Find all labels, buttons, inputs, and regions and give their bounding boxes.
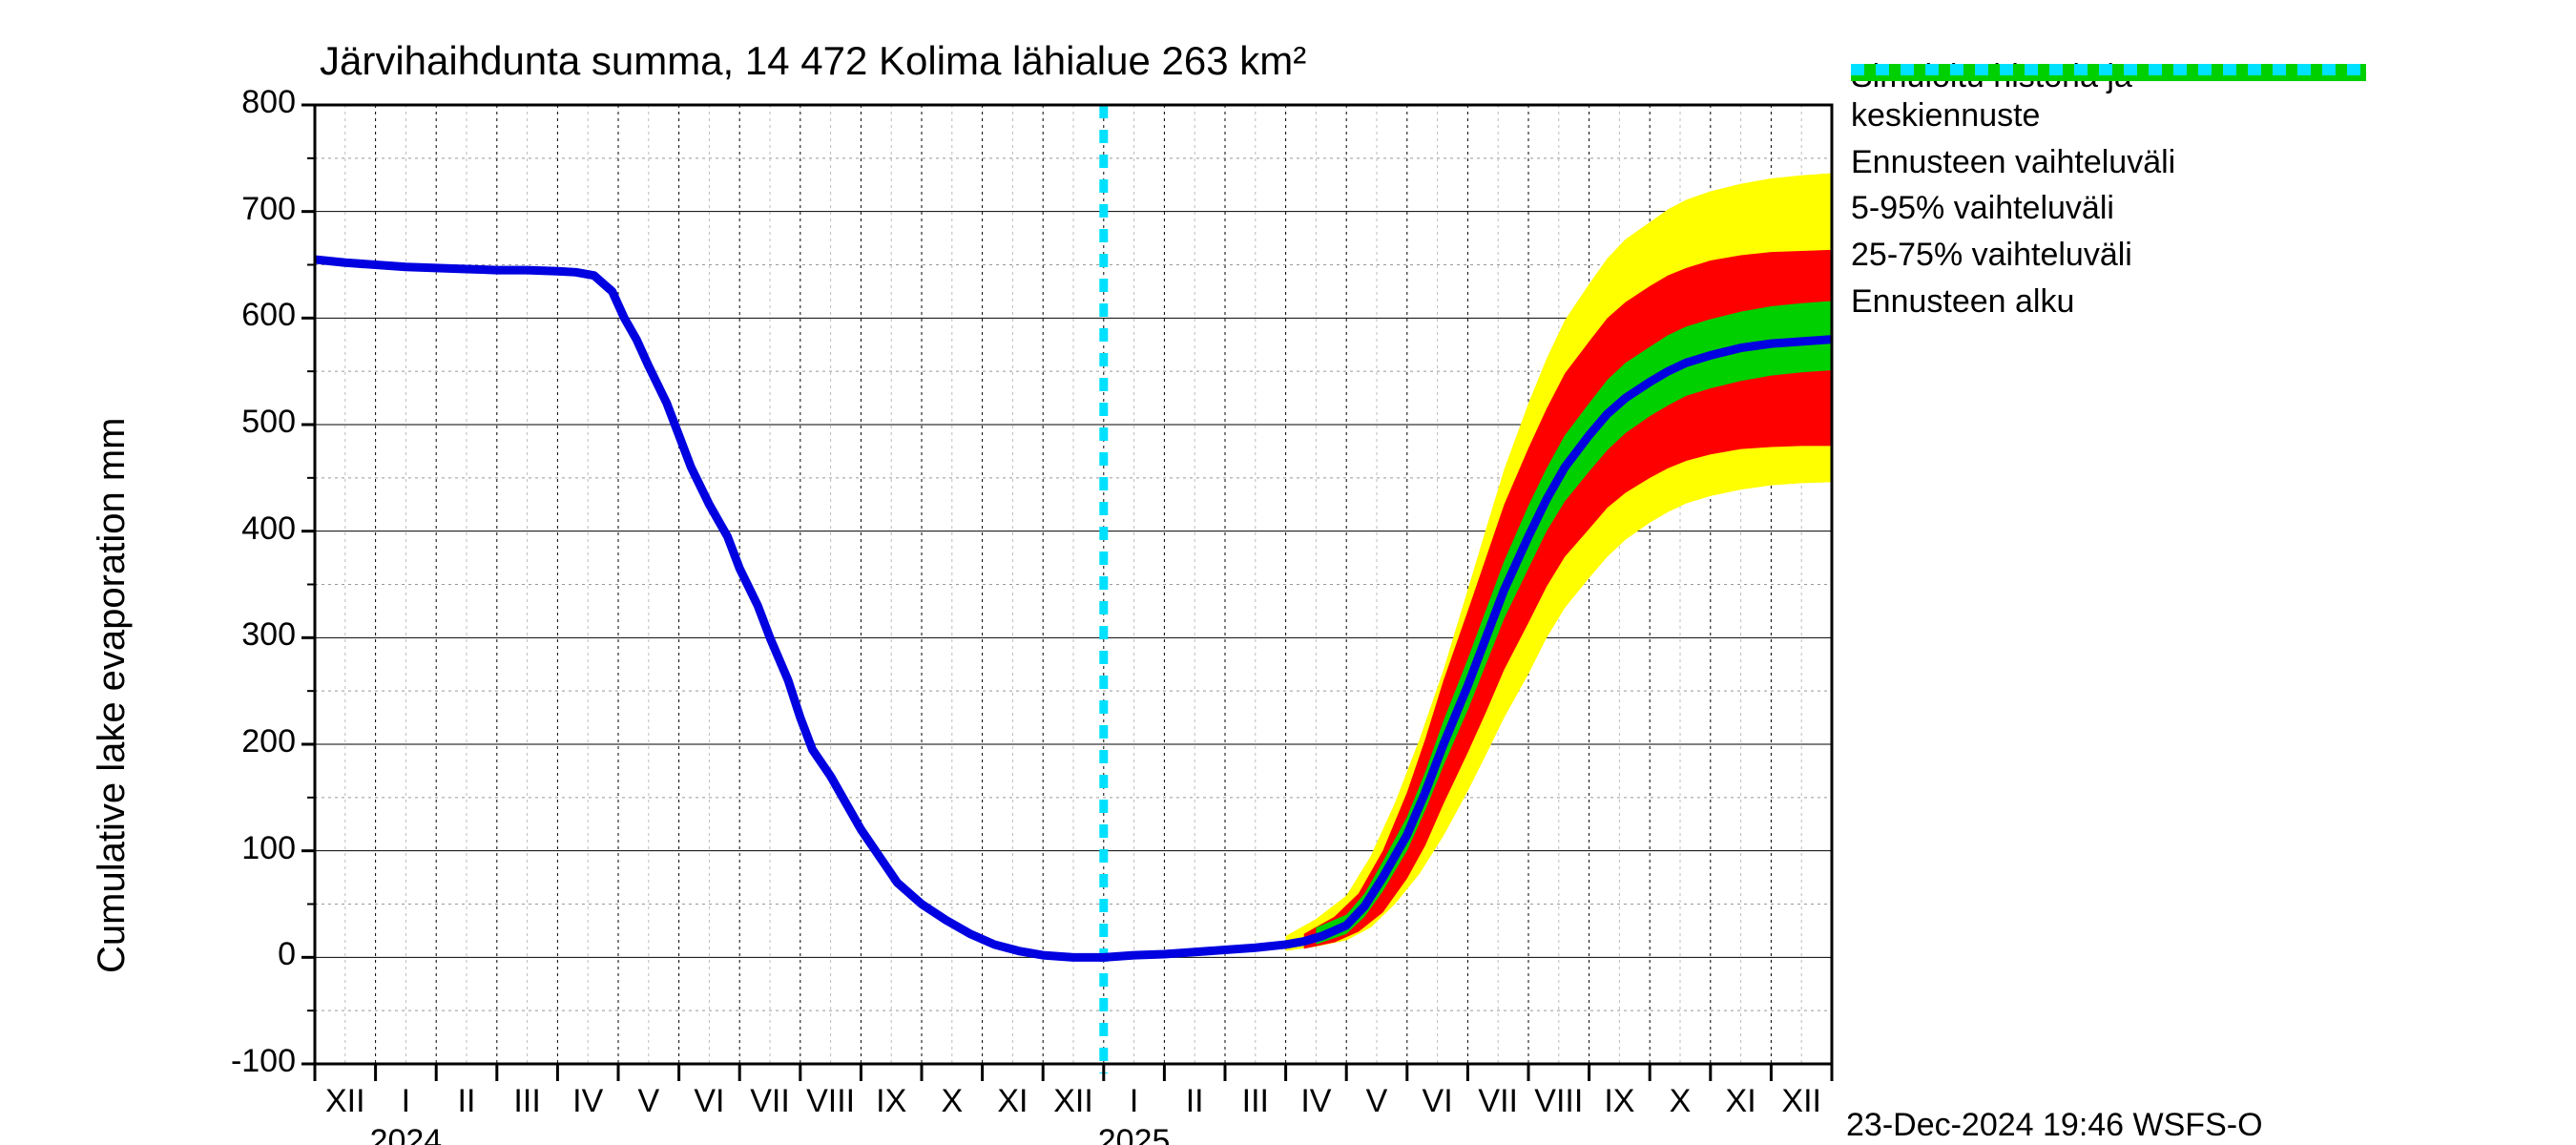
x-month-label: III [513,1083,540,1120]
x-month-label: X [941,1083,963,1120]
x-month-label: II [1186,1083,1204,1120]
x-month-label: II [458,1083,476,1120]
x-year-label: 2024 [370,1123,443,1145]
legend-item: 5-95% vaihteluväli [1851,189,2366,228]
y-tick-label: 800 [134,84,296,121]
x-month-label: V [637,1083,659,1120]
x-month-label: IX [876,1083,906,1120]
x-month-label: X [1670,1083,1692,1120]
x-month-label: IV [1300,1083,1331,1120]
x-month-label: VIII [1534,1083,1583,1120]
timestamp-label: 23-Dec-2024 19:46 WSFS-O [1846,1107,2263,1144]
x-month-label: XI [1726,1083,1756,1120]
x-month-label: VI [694,1083,724,1120]
y-tick-label: 600 [134,297,296,334]
x-month-label: XI [997,1083,1028,1120]
legend-item: 25-75% vaihteluväli [1851,236,2366,275]
y-tick-label: 300 [134,616,296,654]
x-month-label: VII [1478,1083,1518,1120]
figure: Järvihaihdunta summa, 14 472 Kolima lähi… [0,0,2576,1145]
y-tick-label: 500 [134,404,296,441]
legend-label: 25-75% vaihteluväli [1851,236,2366,275]
x-month-label: VI [1423,1083,1453,1120]
y-tick-label: 400 [134,510,296,548]
x-month-label: IX [1604,1083,1634,1120]
x-month-label: VII [750,1083,790,1120]
y-tick-label: -100 [134,1043,296,1080]
legend-label: Ennusteen alku [1851,282,2366,322]
y-tick-label: 100 [134,830,296,867]
legend-item: Ennusteen alku [1851,282,2366,322]
legend-label: 5-95% vaihteluväli [1851,189,2366,228]
x-month-label: XII [325,1083,365,1120]
x-month-label: VIII [806,1083,855,1120]
x-month-label: XII [1781,1083,1821,1120]
y-tick-label: 0 [134,936,296,973]
legend-item: Ennusteen vaihteluväli [1851,143,2366,182]
legend: Simuloitu historia ja keskiennusteEnnust… [1851,57,2366,329]
x-month-label: V [1366,1083,1388,1120]
x-year-label: 2025 [1098,1123,1171,1145]
x-month-label: I [1130,1083,1138,1120]
x-month-label: XII [1053,1083,1093,1120]
y-tick-label: 700 [134,191,296,228]
x-month-label: III [1242,1083,1269,1120]
y-tick-label: 200 [134,723,296,760]
legend-label: Ennusteen vaihteluväli [1851,143,2366,182]
legend-swatch [1851,61,2366,78]
x-month-label: I [402,1083,410,1120]
x-month-label: IV [572,1083,603,1120]
